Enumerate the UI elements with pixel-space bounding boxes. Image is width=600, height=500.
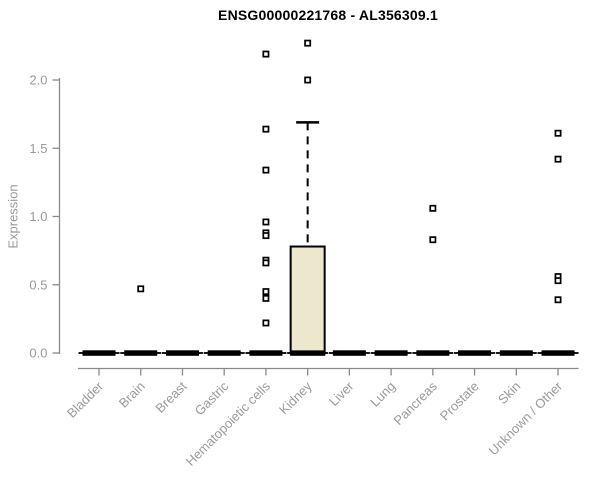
x-category-label: Bladder [64,378,107,421]
y-tick-label: 1.5 [29,141,47,156]
x-category-label: Unknown / Other [486,378,566,458]
outlier-point [262,218,270,226]
outlier-point [429,204,437,212]
outlier-point [554,129,562,137]
x-category-label: Prostate [437,379,482,424]
collapsed-box [332,350,366,356]
box [289,245,326,355]
outlier-point [262,319,270,327]
y-tick-label: 0.5 [29,277,47,292]
collapsed-box [82,350,116,356]
outlier-point [554,296,562,304]
y-tick-label: 1.0 [29,209,47,224]
collapsed-box [499,350,533,356]
outlier-point [429,236,437,244]
outlier-point [262,125,270,133]
outlier-point [554,155,562,163]
chart-title: ENSG00000221768 - AL356309.1 [218,7,438,23]
y-tick-label: 0.0 [29,346,47,361]
outlier-point [304,39,312,47]
x-category-label: Brain [116,379,148,411]
outlier-point [554,277,562,285]
y-tick-label: 2.0 [29,73,47,88]
x-category-label: Liver [326,378,357,409]
collapsed-box [124,350,158,356]
outlier-point [262,50,270,58]
x-category-label: Skin [495,379,523,407]
collapsed-box [165,350,199,356]
outlier-point [262,294,270,302]
x-category-label: Pancreas [391,378,441,428]
outlier-point [262,259,270,267]
outlier-point [262,232,270,240]
x-category-label: Kidney [276,378,315,417]
x-category-label: Breast [152,378,189,415]
x-category-label: Lung [367,379,398,410]
collapsed-box [541,350,575,356]
collapsed-box [207,350,241,356]
outlier-point [137,285,145,293]
outlier-point [304,76,312,84]
outlier-point [262,166,270,174]
outlier-point [262,288,270,296]
median-bar [290,350,326,356]
collapsed-box [416,350,450,356]
collapsed-box [458,350,492,356]
collapsed-box [374,350,408,356]
collapsed-box [249,350,283,356]
x-category-label: Gastric [192,378,232,418]
